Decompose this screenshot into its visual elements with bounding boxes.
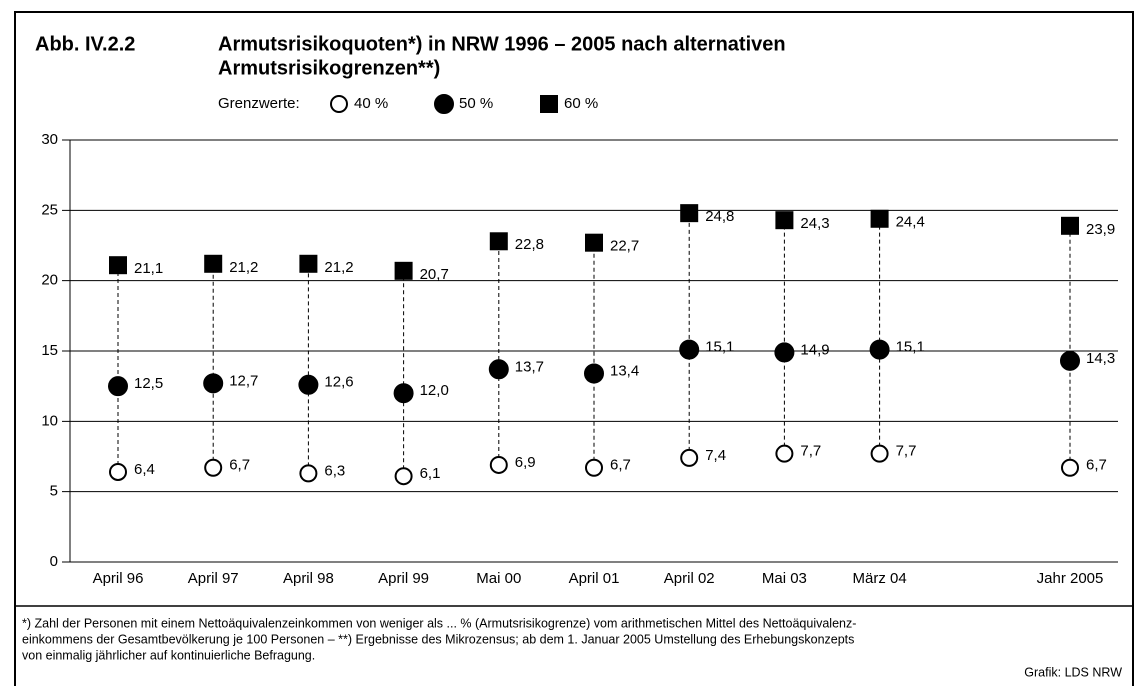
data-label: 7,7	[800, 443, 821, 460]
footnote: von einmalig jährlicher auf kontinuierli…	[22, 648, 315, 662]
y-tick-label: 0	[50, 553, 58, 570]
x-tick-label: April 98	[283, 570, 334, 587]
source: Grafik: LDS NRW	[1024, 665, 1122, 679]
marker-square	[109, 256, 127, 275]
y-tick-label: 25	[41, 201, 58, 218]
legend-label: 50 %	[459, 95, 493, 112]
data-label: 6,4	[134, 461, 155, 478]
marker-circle	[488, 359, 509, 380]
marker-square	[775, 211, 794, 230]
figure-label: Abb. IV.2.2	[35, 33, 135, 55]
data-label: 6,3	[324, 462, 345, 479]
marker-circle	[680, 448, 699, 467]
data-label: 21,2	[229, 259, 258, 276]
data-label: 6,7	[229, 457, 250, 474]
marker-square	[1061, 216, 1079, 235]
legend-label: 60 %	[564, 95, 598, 112]
x-tick-label: Jahr 2005	[1037, 570, 1104, 587]
footnote: *) Zahl der Personen mit einem Nettoäqui…	[22, 616, 856, 630]
legend-label: 40 %	[354, 95, 388, 112]
data-label: 23,9	[1086, 221, 1115, 238]
chart-title: Armutsrisikogrenzen**)	[218, 57, 440, 79]
data-label: 6,9	[515, 454, 536, 471]
frame	[14, 11, 1134, 686]
marker-circle	[394, 467, 413, 486]
x-tick-label: April 02	[664, 570, 715, 587]
data-label: 24,8	[705, 208, 734, 225]
marker-circle	[1060, 350, 1080, 371]
data-label: 14,3	[1086, 350, 1115, 367]
marker-square	[394, 261, 413, 280]
data-label: 15,1	[896, 339, 925, 356]
x-tick-label: Mai 03	[762, 570, 807, 587]
marker-circle	[330, 95, 348, 113]
footnote: einkommens der Gesamtbevölkerung je 100 …	[22, 632, 854, 646]
marker-circle	[1061, 458, 1079, 477]
marker-square	[585, 233, 603, 252]
data-label: 6,1	[420, 465, 441, 482]
data-label: 7,4	[705, 447, 726, 464]
marker-circle	[679, 339, 700, 360]
marker-square	[204, 254, 223, 273]
marker-circle	[870, 444, 889, 463]
y-tick-label: 10	[41, 412, 58, 429]
data-label: 22,8	[515, 236, 544, 253]
y-tick-label: 30	[41, 131, 58, 148]
data-label: 12,6	[324, 374, 353, 391]
marker-circle	[109, 462, 127, 481]
legend-title: Grenzwerte:	[218, 95, 300, 112]
marker-circle	[489, 455, 508, 474]
marker-square	[489, 232, 508, 251]
data-label: 24,4	[896, 214, 925, 231]
data-label: 12,7	[229, 372, 258, 389]
y-tick-label: 15	[41, 342, 58, 359]
marker-circle	[775, 444, 794, 463]
marker-circle	[204, 458, 223, 477]
marker-circle	[585, 458, 603, 477]
data-label: 6,7	[1086, 457, 1107, 474]
marker-circle	[584, 363, 604, 384]
x-tick-label: März 04	[853, 570, 907, 587]
y-tick-label: 5	[50, 483, 58, 500]
marker-circle	[774, 342, 795, 363]
data-label: 13,7	[515, 358, 544, 375]
data-label: 12,0	[420, 382, 449, 399]
data-label: 21,1	[134, 260, 163, 277]
marker-circle	[203, 373, 224, 394]
x-tick-label: April 97	[188, 570, 239, 587]
data-label: 20,7	[420, 266, 449, 283]
data-label: 13,4	[610, 362, 639, 379]
x-tick-label: Mai 00	[476, 570, 521, 587]
marker-circle	[298, 374, 319, 395]
data-label: 21,2	[324, 259, 353, 276]
data-label: 15,1	[705, 339, 734, 356]
data-label: 24,3	[800, 215, 829, 232]
data-label: 14,9	[800, 341, 829, 358]
chart-title: Armutsrisikoquoten*) in NRW 1996 – 2005 …	[218, 33, 786, 55]
data-label: 22,7	[610, 238, 639, 255]
marker-circle	[299, 464, 318, 483]
marker-circle	[869, 339, 890, 360]
marker-square	[870, 209, 889, 228]
data-label: 12,5	[134, 375, 163, 392]
marker-square	[680, 204, 699, 223]
x-tick-label: April 99	[378, 570, 429, 587]
marker-square	[540, 95, 558, 113]
y-tick-label: 20	[41, 272, 58, 289]
data-label: 7,7	[896, 443, 917, 460]
x-tick-label: April 01	[569, 570, 620, 587]
marker-circle	[393, 383, 414, 404]
marker-circle	[108, 376, 128, 397]
data-label: 6,7	[610, 457, 631, 474]
marker-square	[299, 254, 318, 273]
x-tick-label: April 96	[93, 570, 144, 587]
marker-circle	[434, 94, 454, 114]
